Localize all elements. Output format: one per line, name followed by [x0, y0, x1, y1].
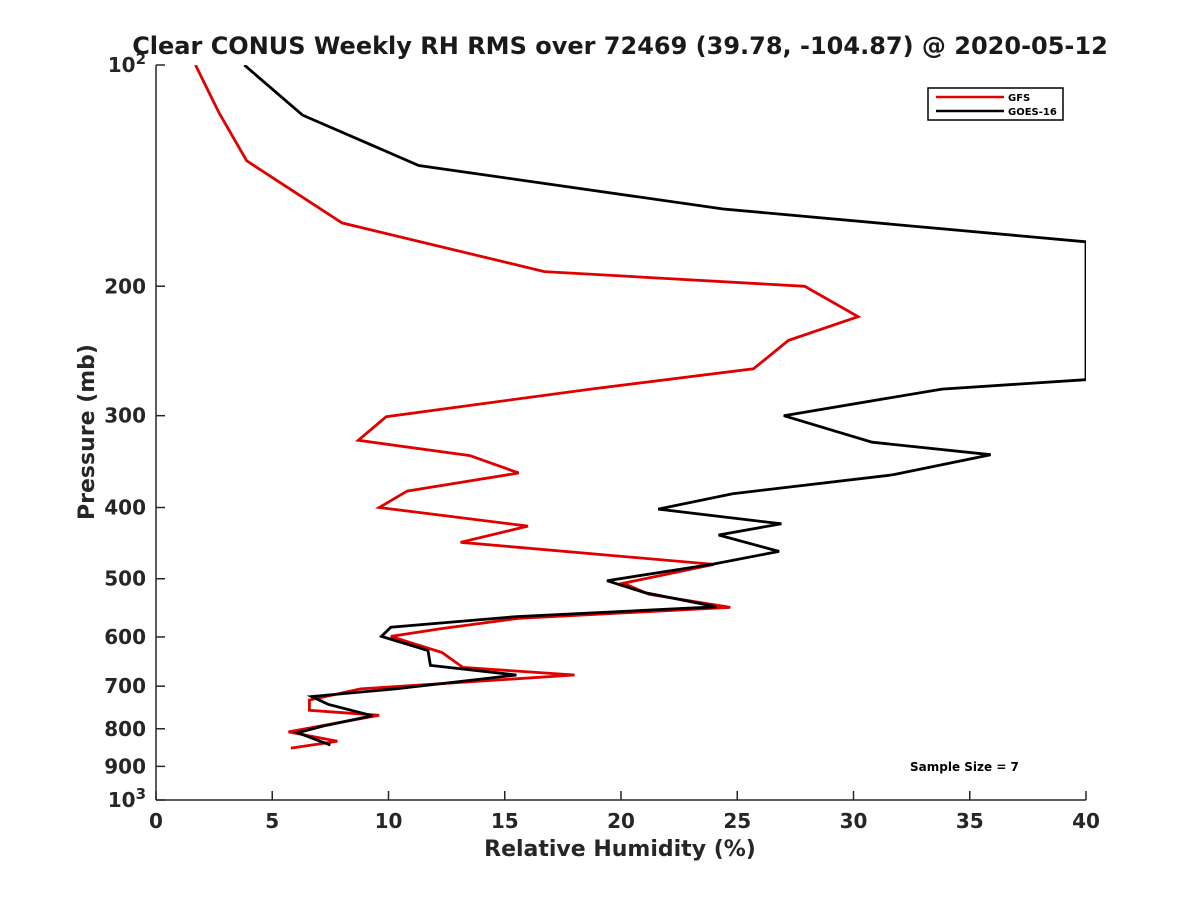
- axes-layer: 0 5 10 15 20 25 30 35 40 102 200 300 400 500 600 700 800…: [104, 50, 1100, 833]
- y-tick-label: 300: [104, 404, 146, 428]
- y-tick-label: 900: [104, 754, 146, 778]
- y-tick-label: 700: [104, 674, 146, 698]
- series-line-goes16: [243, 65, 1086, 747]
- y-tick-label: 200: [104, 274, 146, 298]
- y-tick-label: 103: [108, 785, 146, 812]
- x-tick-label: 5: [265, 809, 279, 833]
- y-tick-label: 800: [104, 717, 146, 741]
- y-tick-label: 600: [104, 625, 146, 649]
- x-tick-label: 40: [1072, 809, 1100, 833]
- x-tick-label: 10: [375, 809, 403, 833]
- y-tick-label: 102: [108, 50, 146, 77]
- x-axis-label: Relative Humidity (%): [484, 837, 756, 862]
- x-tick-label: 0: [149, 809, 163, 833]
- legend-label-goes16: GOES-16: [1008, 107, 1057, 118]
- x-tick-label: 35: [956, 809, 984, 833]
- chart-title: Clear CONUS Weekly RH RMS over 72469 (39…: [132, 32, 1108, 60]
- legend-box: [927, 87, 1064, 121]
- legend: GFS GOES-16: [927, 87, 1064, 121]
- legend-label-gfs: GFS: [1008, 93, 1030, 104]
- x-tick-label: 25: [723, 809, 751, 833]
- plot-area: 0 5 10 15 20 25 30 35 40 102 200 300 400 500 600 700 800…: [104, 50, 1100, 833]
- y-tick-label: 400: [104, 496, 146, 520]
- series-layer: [194, 65, 1086, 750]
- x-tick-label: 15: [491, 809, 519, 833]
- sample-size-annotation: Sample Size = 7: [910, 760, 1019, 774]
- y-tick-label: 500: [104, 567, 146, 591]
- x-tick-label: 20: [607, 809, 635, 833]
- y-axis-label: Pressure (mb): [75, 344, 100, 520]
- x-tick-label: 30: [840, 809, 868, 833]
